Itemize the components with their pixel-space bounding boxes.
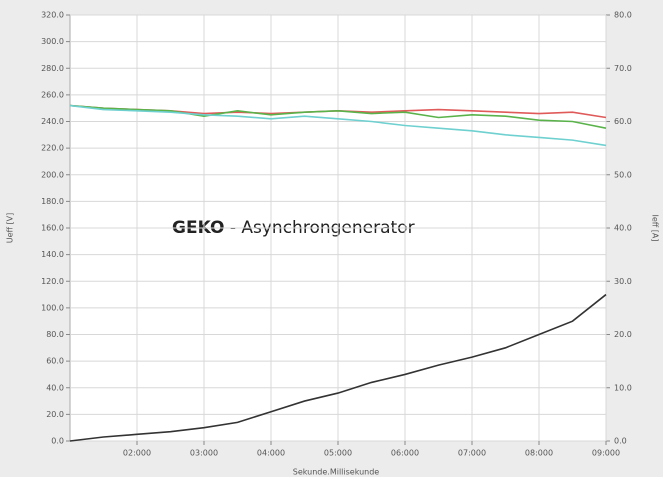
y-tick-label: 280.0	[41, 64, 64, 73]
y2-tick-label: 0.0	[614, 437, 627, 446]
x-axis-label: Sekunde.Millisekunde	[293, 468, 380, 477]
y-tick-label: 120.0	[41, 277, 64, 286]
y-tick-label: 260.0	[41, 90, 64, 99]
y-tick-label: 100.0	[41, 303, 64, 312]
x-tick-label: 02:000	[123, 449, 151, 458]
y2-axis-label: Ieff [A]	[651, 214, 660, 241]
y2-tick-label: 40.0	[614, 224, 632, 233]
series-line	[69, 104, 607, 129]
y-tick-label: 80.0	[46, 330, 64, 339]
x-tick-label: 05:000	[324, 449, 352, 458]
y-tick-label: 40.0	[46, 383, 64, 392]
y-axis-label: Ueff [V]	[6, 213, 15, 244]
y-tick-label: 160.0	[41, 224, 64, 233]
y-tick-label: 200.0	[41, 170, 64, 179]
x-tick-label: 09:000	[592, 449, 620, 458]
y-tick-label: 180.0	[41, 197, 64, 206]
series-line	[69, 293, 607, 442]
y2-tick-label: 80.0	[614, 11, 632, 20]
x-tick-label: 07:000	[458, 449, 486, 458]
y-tick-label: 320.0	[41, 11, 64, 20]
y-tick-label: 60.0	[46, 357, 64, 366]
y-tick-label: 20.0	[46, 410, 64, 419]
y2-tick-label: 60.0	[614, 117, 632, 126]
y2-tick-label: 10.0	[614, 383, 632, 392]
y2-tick-label: 20.0	[614, 330, 632, 339]
x-tick-label: 03:000	[190, 449, 218, 458]
y-tick-label: 140.0	[41, 250, 64, 259]
x-tick-label: 06:000	[391, 449, 419, 458]
y2-tick-label: 30.0	[614, 277, 632, 286]
x-tick-label: 08:000	[525, 449, 553, 458]
x-tick-label: 04:000	[257, 449, 285, 458]
series-line	[69, 104, 607, 147]
y2-tick-label: 70.0	[614, 64, 632, 73]
y-tick-label: 0.0	[51, 437, 64, 446]
y-tick-label: 240.0	[41, 117, 64, 126]
y2-tick-label: 50.0	[614, 170, 632, 179]
y-tick-label: 300.0	[41, 37, 64, 46]
y-tick-label: 220.0	[41, 144, 64, 153]
